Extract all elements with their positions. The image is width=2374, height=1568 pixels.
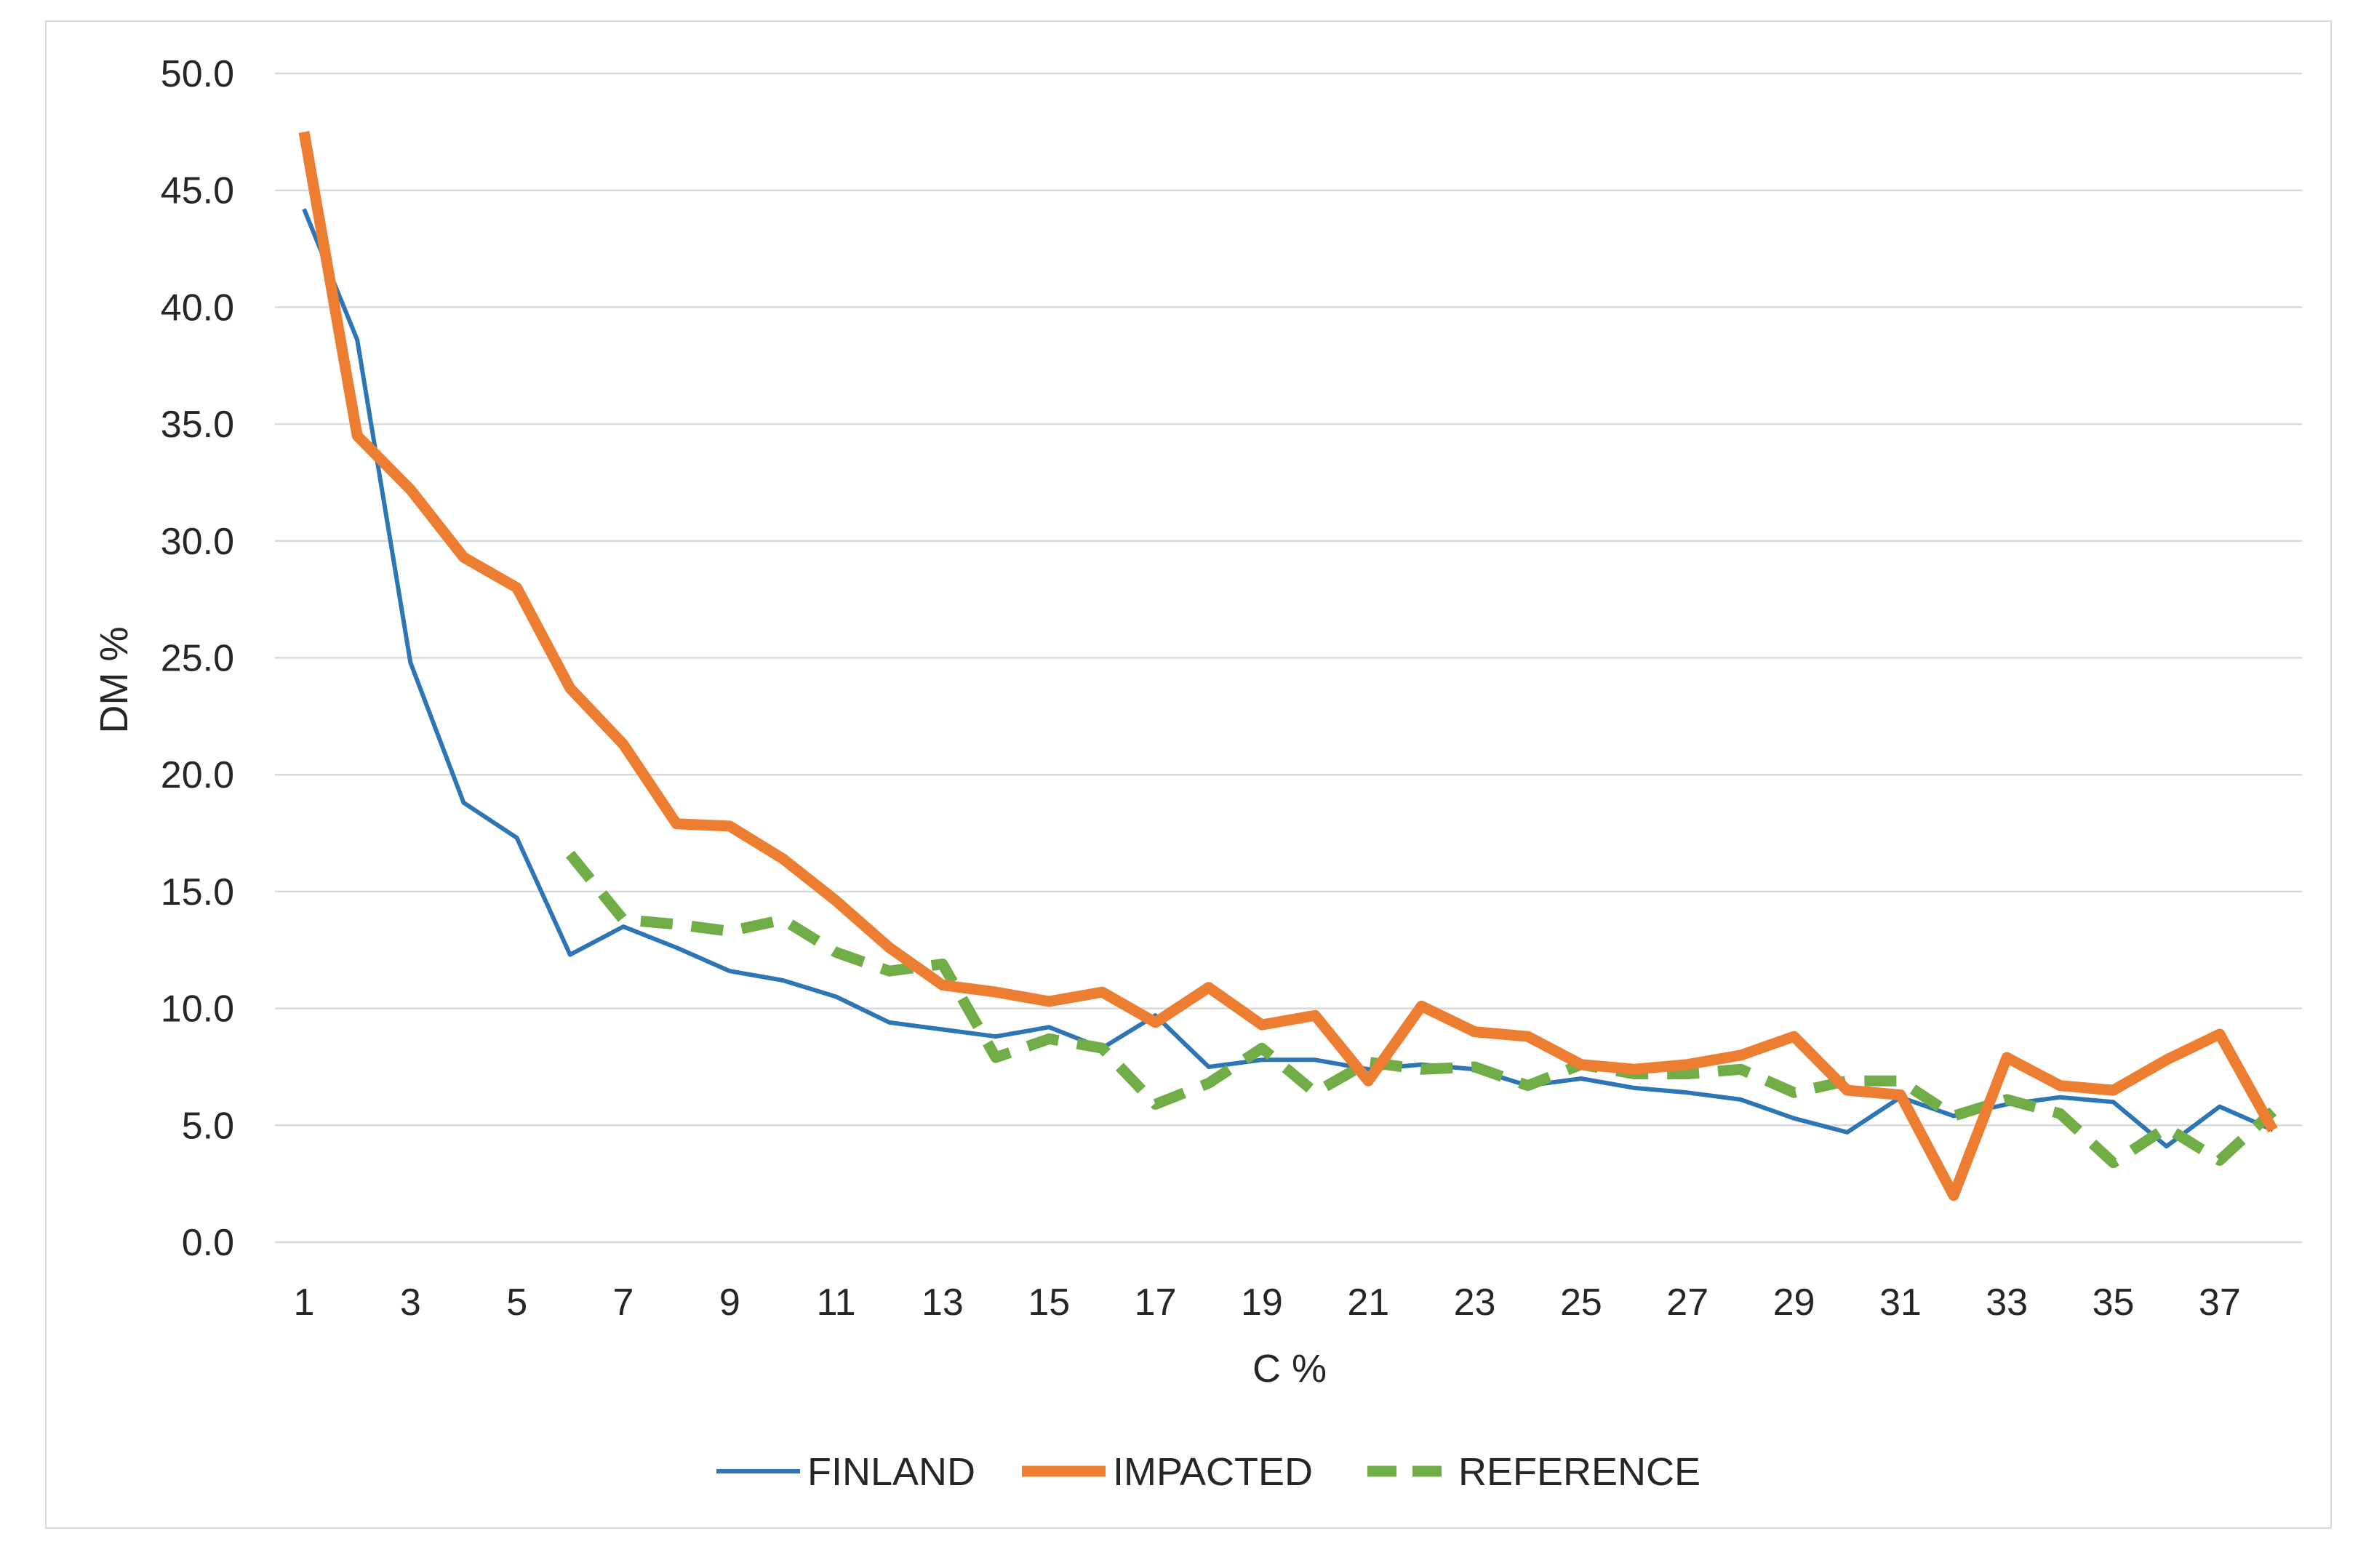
legend-label-finland: FINLAND: [807, 1450, 975, 1494]
x-tick-label: 5: [506, 1281, 527, 1324]
y-tick-label: 20.0: [161, 754, 234, 796]
x-tick-label: 31: [1879, 1281, 1922, 1324]
series-line-reference: [565, 850, 2277, 1169]
y-tick-label: 5.0: [182, 1105, 234, 1147]
y-tick-label: 0.0: [182, 1222, 234, 1264]
y-tick-label: 25.0: [161, 638, 234, 680]
x-tick-label: 21: [1347, 1281, 1389, 1324]
x-tick-label: 11: [817, 1281, 856, 1324]
y-tick-label: 15.0: [161, 871, 234, 913]
x-tick-label: 37: [2199, 1281, 2241, 1324]
y-tick-label: 10.0: [161, 988, 234, 1031]
x-tick-label: 3: [400, 1281, 421, 1324]
x-tick-label: 9: [719, 1281, 740, 1324]
x-tick-label: 29: [1773, 1281, 1815, 1324]
y-tick-label: 30.0: [161, 521, 234, 563]
x-tick-label: 33: [1986, 1281, 2028, 1324]
x-tick-label: 1: [294, 1281, 315, 1324]
legend-label-impacted: IMPACTED: [1113, 1450, 1313, 1494]
x-axis-label: C %: [1252, 1347, 1327, 1391]
y-axis-label: DM %: [92, 627, 136, 734]
legend-label-reference: REFERENCE: [1458, 1450, 1700, 1494]
x-tick-label: 23: [1454, 1281, 1496, 1324]
x-tick-label: 19: [1241, 1281, 1283, 1324]
x-tick-label: 35: [2093, 1281, 2135, 1324]
y-tick-label: 50.0: [161, 53, 234, 95]
gridlines: [275, 72, 2302, 1244]
x-tick-label: 27: [1666, 1281, 1708, 1324]
x-tick-label: 17: [1135, 1281, 1177, 1324]
series-lines: [298, 131, 2278, 1201]
x-tick-label: 25: [1560, 1281, 1602, 1324]
y-tick-label: 40.0: [161, 287, 234, 329]
x-axis-ticks: 1 3 5 7 9 11 13 15 17 19 21 23 25 27 29 31 33 35 37: [294, 1281, 2241, 1324]
x-tick-label: 13: [922, 1281, 964, 1324]
series-line-impacted: [298, 131, 2278, 1201]
x-tick-label: 15: [1028, 1281, 1070, 1324]
legend: FINLAND IMPACTED REFERENCE: [716, 1450, 1700, 1494]
y-axis-ticks: 0.0 5.0 10.0 15.0 20.0 25.0 30.0 35.0 40.0 45.0 50…: [161, 53, 234, 1264]
x-tick-label: 7: [613, 1281, 634, 1324]
y-tick-label: 45.0: [161, 170, 234, 212]
series-line-finland: [302, 208, 2274, 1149]
y-tick-label: 35.0: [161, 404, 234, 446]
